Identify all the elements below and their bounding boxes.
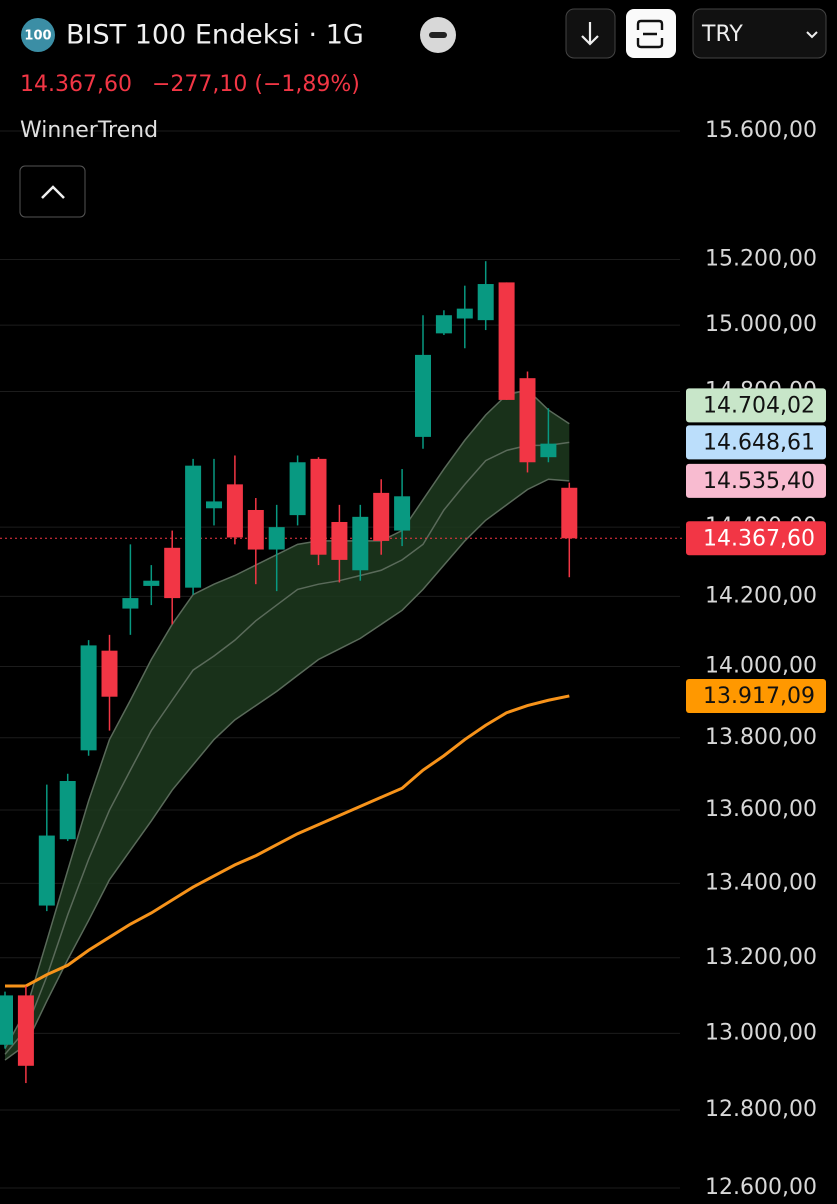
price-tag-label: 14.367,60 [703, 526, 815, 551]
price-tag [686, 678, 826, 713]
candle-body [268, 527, 285, 550]
symbol-badge [21, 18, 55, 52]
last-price: 14.367,60 [20, 72, 132, 97]
candle-body [352, 516, 369, 571]
band-upper-line [4, 389, 570, 1049]
candle-body [477, 284, 494, 321]
candle-body [0, 995, 13, 1045]
indicator-name: WinnerTrend [20, 118, 158, 143]
candle-body [435, 315, 452, 334]
candle-body [331, 521, 348, 560]
price-tag [686, 425, 826, 460]
candle-body [519, 378, 536, 463]
minimize-icon [429, 32, 447, 38]
candle-body [456, 308, 473, 319]
candle-body [247, 509, 264, 550]
price-tag [686, 388, 826, 423]
badge-text: 100 [24, 29, 51, 44]
dropdown-caret [806, 31, 818, 39]
collapse-button[interactable] [19, 165, 86, 218]
y-tick-label: 15.000,00 [705, 312, 817, 337]
y-tick-label: 14.000,00 [705, 654, 817, 679]
candle-body [561, 487, 578, 539]
plot-area: 12.600,00 12.800,00 13.000,00 13.200,00 13.4… [0, 118, 826, 1200]
candle-body [80, 645, 97, 751]
price-tag-label: 13.917,09 [703, 684, 815, 709]
symbol-title[interactable]: BIST 100 Endeksi · 1G [66, 20, 364, 51]
header: 100 BIST 100 Endeksi · 1G TRY 14.367,60 … [19, 8, 827, 218]
fullscreen-icon [636, 19, 664, 49]
candle-body [59, 780, 76, 840]
ma-line [5, 694, 570, 988]
candle-body [206, 501, 222, 509]
y-tick-label: 13.800,00 [705, 725, 817, 750]
currency-text: TRY [701, 22, 743, 47]
band-lower-line [4, 478, 570, 1061]
y-tick-label: 13.600,00 [705, 797, 817, 822]
candle-body [143, 580, 160, 586]
y-tick-label: 12.800,00 [705, 1097, 817, 1122]
candle-body [310, 458, 327, 555]
price-tag-label: 14.704,02 [703, 393, 815, 418]
y-tick-label: 15.200,00 [705, 247, 817, 272]
candle-body [38, 835, 55, 906]
candle-body [101, 650, 118, 697]
collapse-icon [41, 185, 65, 199]
currency-dropdown[interactable] [692, 8, 827, 59]
candle-body [373, 492, 390, 541]
candle-body [498, 282, 515, 400]
candle-body [226, 484, 243, 538]
band-middle-line [4, 441, 570, 1055]
band-area [5, 389, 570, 1061]
y-tick-label: 12.600,00 [705, 1175, 817, 1200]
candle-body [540, 443, 557, 458]
y-tick-label: 13.200,00 [705, 945, 817, 970]
candle-body [17, 995, 34, 1066]
price-change: −277,10 (−1,89%) [152, 72, 360, 97]
price-tag [686, 463, 826, 498]
price-tag [686, 521, 826, 556]
y-tick-label: 13.400,00 [705, 870, 817, 895]
candle-body [164, 547, 181, 599]
price-tag-label: 14.648,61 [703, 430, 815, 455]
y-tick-label: 14.200,00 [705, 583, 817, 608]
candle-body [185, 465, 202, 588]
y-tick-label: 13.000,00 [705, 1020, 817, 1045]
y-tick-label: 15.600,00 [705, 118, 817, 143]
candle-body [394, 496, 411, 531]
download-icon [581, 22, 599, 46]
candle-body [415, 354, 431, 437]
candle-body [289, 462, 306, 516]
candle-body [122, 598, 139, 609]
price-tag-label: 14.535,40 [703, 469, 815, 494]
